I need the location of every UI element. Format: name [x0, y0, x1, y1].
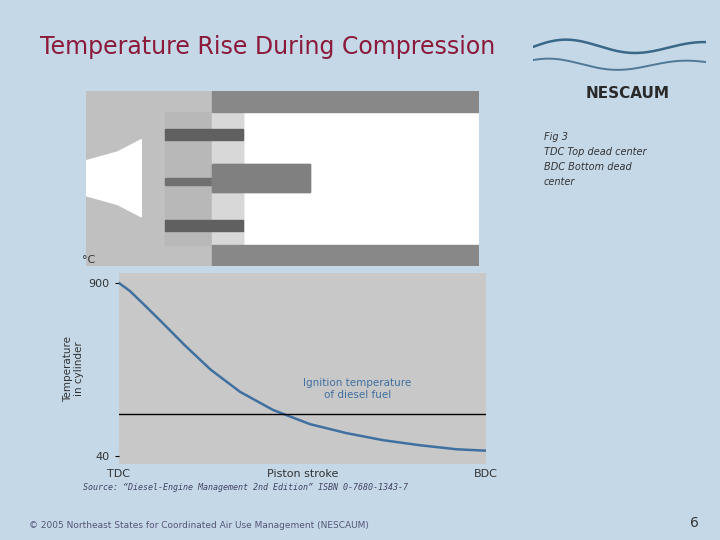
- Bar: [165, 178, 243, 185]
- Polygon shape: [86, 140, 141, 217]
- Text: Temperature Rise During Compression: Temperature Rise During Compression: [40, 35, 495, 59]
- Text: © 2005 Northeast States for Coordinated Air Use Management (NESCAUM): © 2005 Northeast States for Coordinated …: [29, 521, 369, 530]
- Bar: [212, 91, 479, 266]
- Bar: [212, 164, 310, 192]
- Bar: [212, 245, 479, 266]
- Y-axis label: Temperature
in cylinder: Temperature in cylinder: [63, 335, 84, 402]
- Bar: [212, 91, 479, 112]
- Text: 6: 6: [690, 516, 698, 530]
- Text: Source: “Diesel-Engine Management 2nd Edition” ISBN 0-7680-1343-7: Source: “Diesel-Engine Management 2nd Ed…: [83, 483, 408, 492]
- Bar: [165, 112, 243, 245]
- Text: NESCAUM: NESCAUM: [586, 86, 670, 100]
- Bar: [165, 220, 243, 231]
- Bar: [86, 91, 212, 266]
- Bar: [165, 129, 243, 140]
- Bar: [212, 112, 243, 245]
- Text: Fig 3
TDC Top dead center
BDC Bottom dead
center: Fig 3 TDC Top dead center BDC Bottom dea…: [544, 132, 646, 187]
- Text: Ignition temperature
of diesel fuel: Ignition temperature of diesel fuel: [303, 378, 412, 400]
- Bar: [212, 164, 310, 192]
- Text: °C: °C: [82, 255, 95, 265]
